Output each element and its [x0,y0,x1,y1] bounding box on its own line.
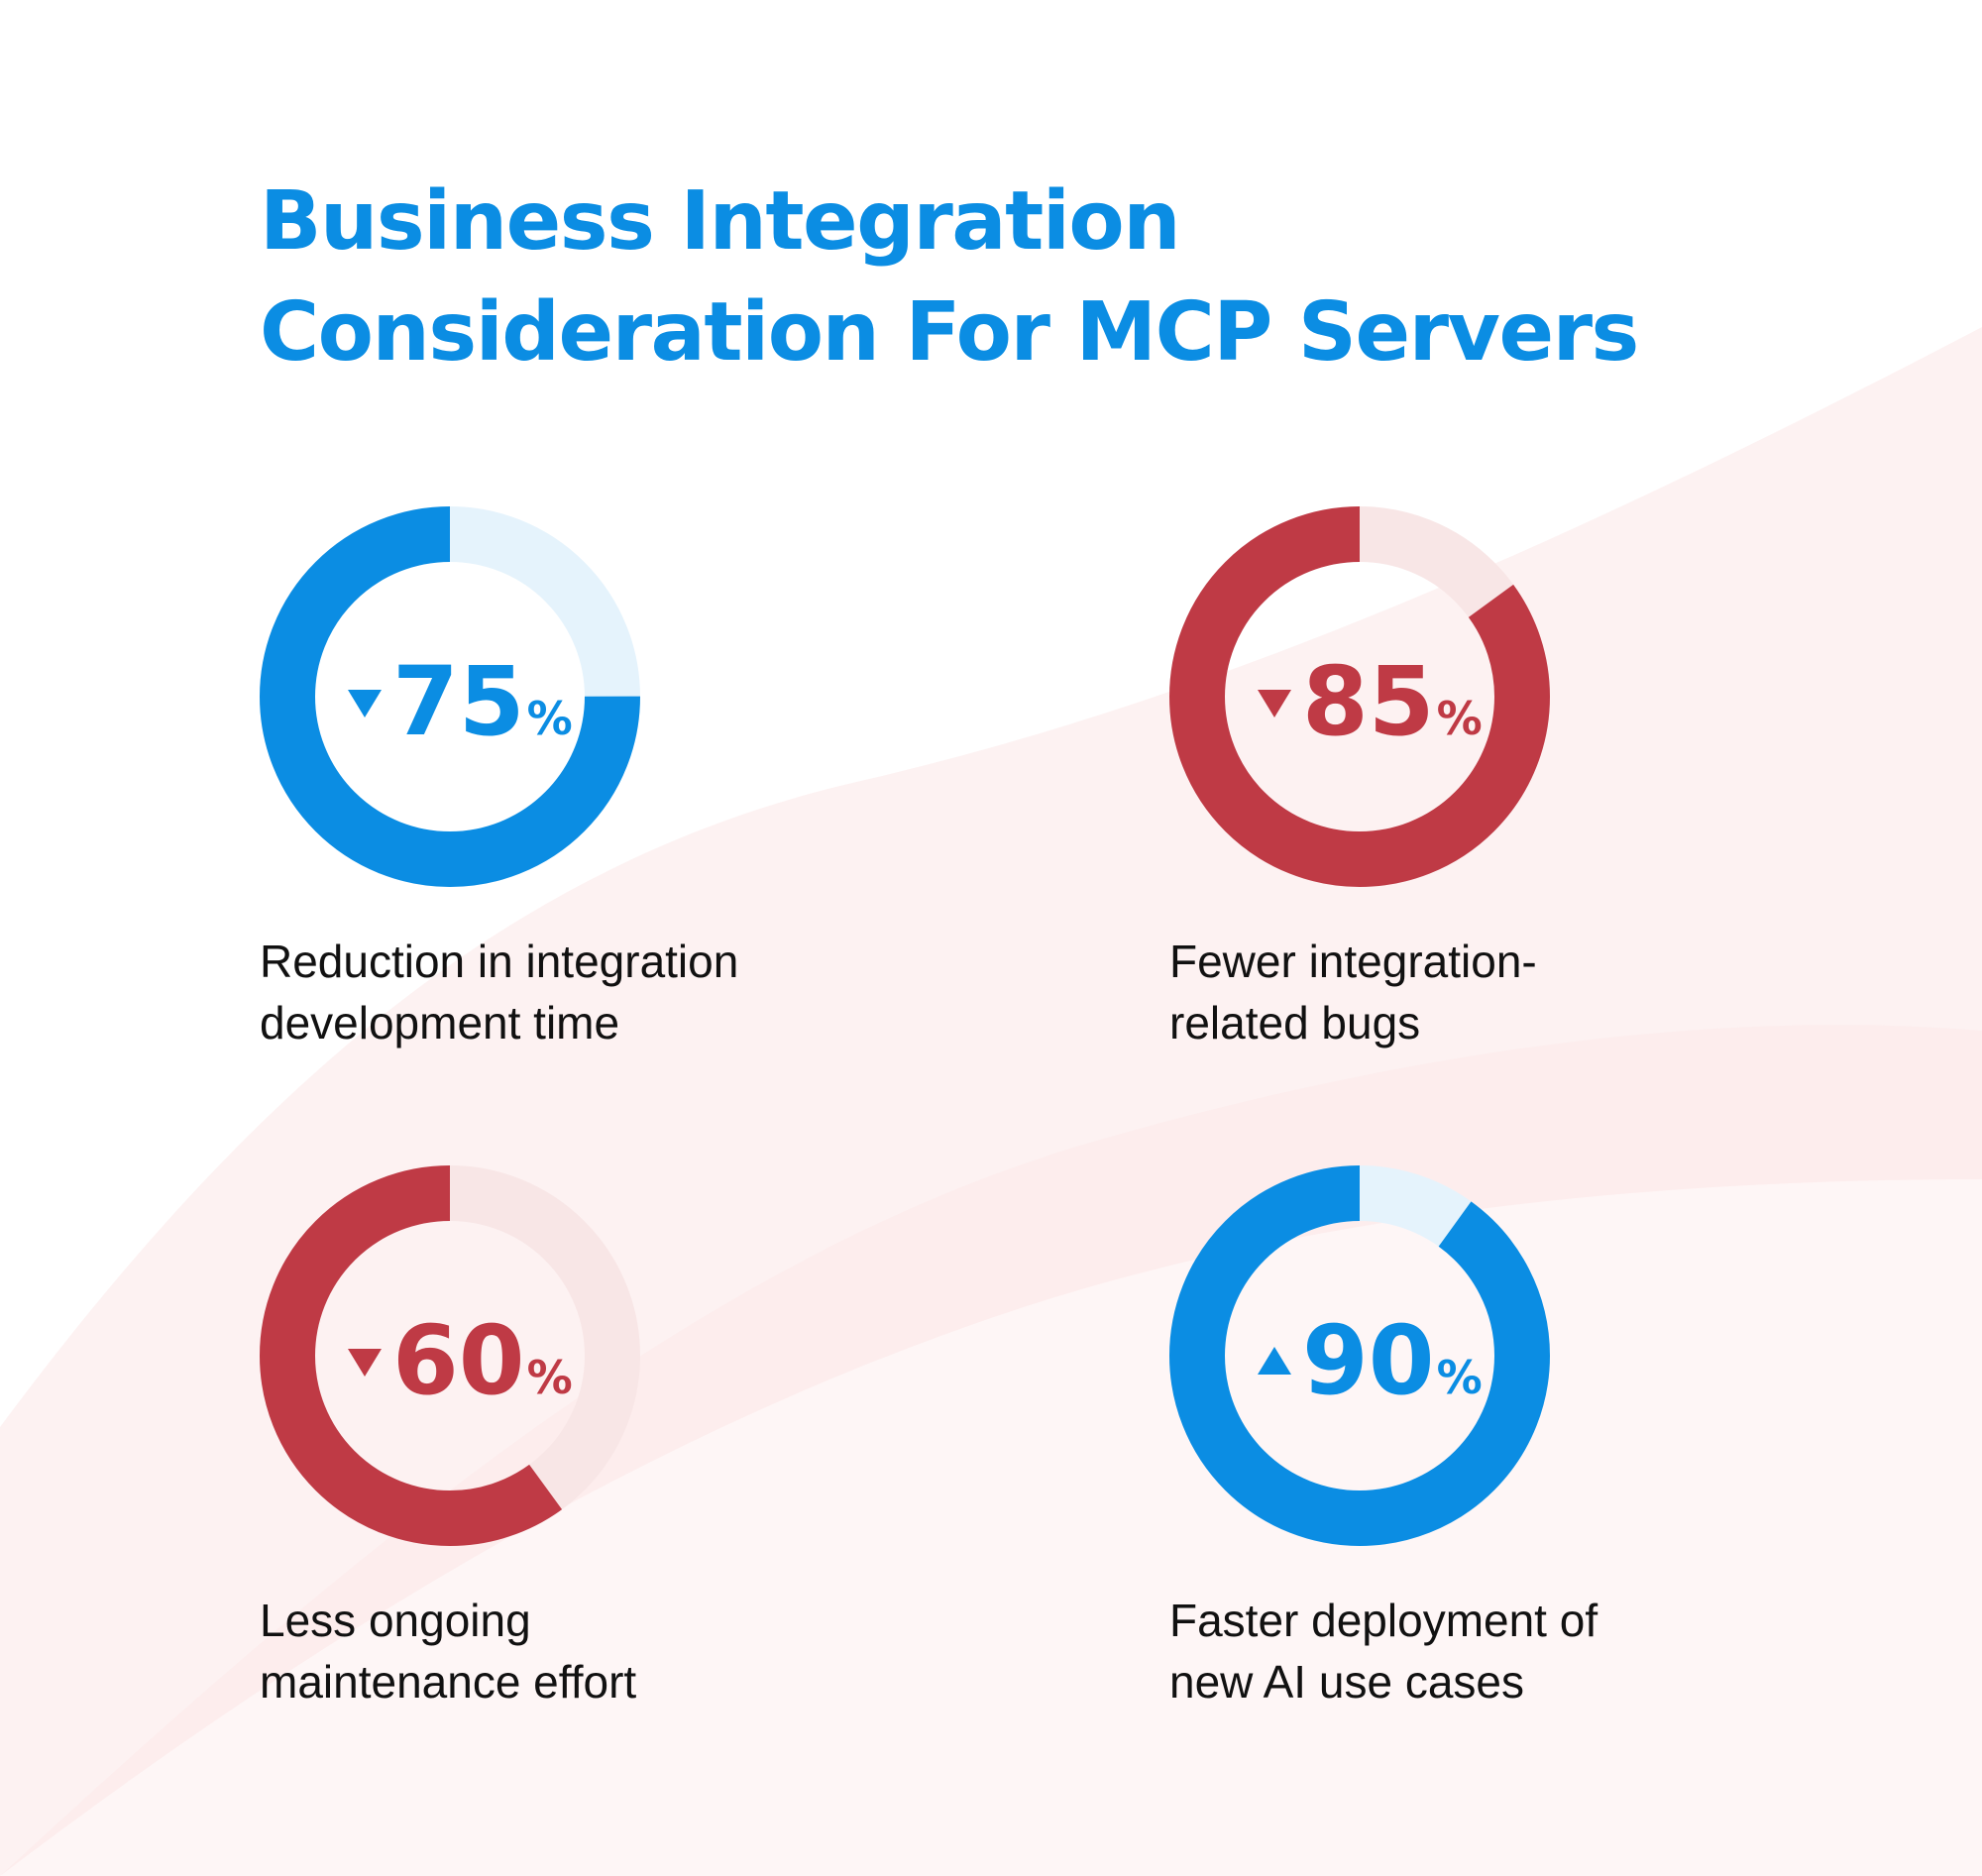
stat-caption-line: development time [260,997,620,1048]
donut-value-arc [260,1165,640,1546]
stat-value: 90% [1302,1305,1483,1416]
stat-value-number: 60 [392,1305,525,1416]
donut-value-group [260,506,640,887]
stat-card-4: 90% Faster deployment of new AI use cases [1169,1165,1804,1720]
stat-value: 60% [392,1305,573,1416]
stat-value-number: 75 [392,646,525,757]
stat-value-unit: % [527,1351,573,1404]
stat-value: 85% [1302,646,1483,757]
donut-chart: 75% [260,506,640,887]
stat-caption: Reduction in integration development time [260,931,874,1053]
stat-value-unit: % [1437,692,1483,745]
donut-value-group [1169,1165,1550,1546]
stat-value-number: 90 [1302,1305,1435,1416]
donut-value-group [260,1165,640,1546]
triangle-down-icon [348,690,382,717]
donut-chart: 60% [260,1165,640,1546]
stat-caption: Faster deployment of new AI use cases [1169,1590,1784,1712]
donut-value-arc [1169,1165,1550,1546]
triangle-up-icon [1258,1347,1291,1375]
stat-value: 75% [392,646,573,757]
page-title-line-2: Consideration For MCP Servers [260,285,1639,380]
stat-caption-line: maintenance effort [260,1656,637,1708]
triangle-down-icon [348,1349,382,1377]
triangle-down-icon [1258,690,1291,717]
stat-caption-line: Fewer integration- [1169,936,1537,987]
donut-value-arc [1169,506,1550,887]
stat-caption-line: Reduction in integration [260,936,739,987]
stat-caption-line: Faster deployment of [1169,1595,1598,1646]
page-title: Business Integration Consideration For M… [260,166,1944,388]
stat-caption: Less ongoing maintenance effort [260,1590,874,1712]
page-title-line-1: Business Integration [260,174,1181,269]
donut-chart: 85% [1169,506,1550,887]
donut-value-group [1169,506,1550,887]
stat-card-2: 85% Fewer integration-related bugs [1169,506,1804,1061]
stat-card-3: 60% Less ongoing maintenance effort [260,1165,894,1720]
stat-caption-line: related bugs [1169,997,1421,1048]
stat-caption-line: new AI use cases [1169,1656,1524,1708]
stat-value-unit: % [527,692,573,745]
stat-caption-line: Less ongoing [260,1595,531,1646]
stat-value-number: 85 [1302,646,1435,757]
donut-chart: 90% [1169,1165,1550,1546]
donut-value-arc [260,506,640,887]
stat-card-1: 75% Reduction in integration development t… [260,506,894,1061]
stat-value-unit: % [1437,1351,1483,1404]
stat-caption: Fewer integration-related bugs [1169,931,1784,1053]
